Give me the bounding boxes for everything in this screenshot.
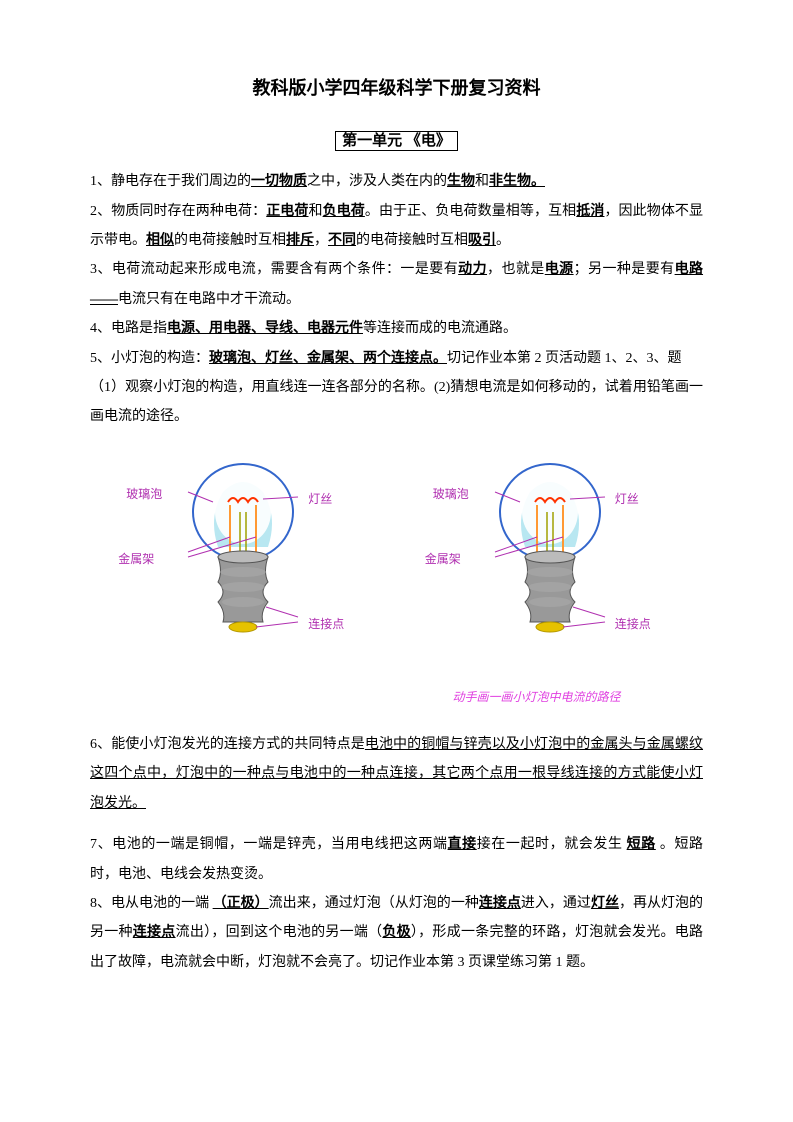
p8-t5: 流出），回到这个电池的另一端（: [176, 925, 383, 940]
p2-num: 2、: [90, 204, 111, 219]
p3-t1: 电荷流动起来形成电流，需要含有两个条件：一是要有: [112, 262, 458, 277]
p1-t1: 静电存在于我们周边的: [111, 174, 251, 189]
p2-t7: 的电荷接触时互相: [356, 233, 468, 248]
label-contact-l: 连接点: [308, 612, 344, 637]
p3-t4: 电流只有在电路中才干流动。: [118, 292, 300, 307]
p2-k2: 负电荷: [323, 204, 365, 219]
document-page: 教科版小学四年级科学下册复习资料 第一单元 《电》 1、静电存在于我们周边的一切…: [0, 0, 793, 1017]
label-frame-l: 金属架: [118, 547, 154, 572]
p2-k4: 相似: [146, 233, 174, 248]
bulb-svg-left: [168, 457, 318, 657]
p2-t5: 的电荷接触时互相: [174, 233, 286, 248]
p7-t2: 接在一起时，就会发生: [477, 837, 627, 852]
p1-k2: 生物: [447, 174, 475, 189]
p2-t1: 物质同时存在两种电荷：: [111, 204, 266, 219]
p8-t2: 流出来，通过灯泡（从灯泡的一种: [269, 896, 479, 911]
p2-k6: 不同: [328, 233, 356, 248]
p4-t1: 电路是指: [111, 321, 167, 336]
p8-num: 8、: [90, 896, 111, 911]
p7-t1: 电池的一端是铜帽，一端是锌壳，当用电线把这两端: [112, 837, 447, 852]
paragraph-3: 3、电荷流动起来形成电流，需要含有两个条件：一是要有动力，也就是电源；另一种是要…: [90, 255, 703, 314]
p5-k1: 玻璃泡、灯丝、金属架、两个连接点。: [209, 351, 447, 366]
diagram-caption: 动手画一画小灯泡中电流的路径: [90, 685, 703, 710]
label-contact-r: 连接点: [615, 612, 651, 637]
p2-t3: 。由于正、负电荷数量相等，互相: [365, 204, 576, 219]
p5-t1: 小灯泡的构造：: [111, 351, 209, 366]
p3-t2: ，也就是: [487, 262, 545, 277]
paragraph-1: 1、静电存在于我们周边的一切物质之中，涉及人类在内的生物和非生物。: [90, 167, 703, 196]
p1-k1: 一切物质: [251, 174, 307, 189]
p7-k1: 直接: [448, 837, 477, 852]
p8-k4: 连接点: [133, 925, 176, 940]
bulb-diagram-row: 玻璃泡 灯丝 金属架 连接点: [90, 457, 703, 677]
p3-num: 3、: [90, 262, 112, 277]
p8-k3: 灯丝: [591, 896, 619, 911]
p1-num: 1、: [90, 174, 111, 189]
label-glass-r: 玻璃泡: [433, 482, 469, 507]
p1-t2: 之中，涉及人类在内的: [307, 174, 447, 189]
p4-k1: 电源、用电器、导线、电器元件: [167, 321, 363, 336]
paragraph-5: 5、小灯泡的构造：玻璃泡、灯丝、金属架、两个连接点。切记作业本第 2 页活动题 …: [90, 344, 703, 373]
p8-t1: 电从电池的一端: [111, 896, 213, 911]
paragraph-7: 7、电池的一端是铜帽，一端是锌壳，当用电线把这两端直接接在一起时，就会发生 短路…: [90, 830, 703, 889]
p2-k1: 正电荷: [266, 204, 308, 219]
p5-num: 5、: [90, 351, 111, 366]
paragraph-6: 6、能使小灯泡发光的连接方式的共同特点是电池中的铜帽与锌壳以及小灯泡中的金属头与…: [90, 730, 703, 818]
p3-k2: 电源: [545, 262, 574, 277]
bulb-svg-right: [475, 457, 625, 657]
p5-t2: 切记作业本第 2 页活动题 1、2、3、题: [447, 351, 682, 366]
p2-k3: 抵消: [576, 204, 604, 219]
p6-t1: 能使小灯泡发光的连接方式的共同特点是: [111, 737, 365, 752]
bulb-diagram-left: 玻璃泡 灯丝 金属架 连接点: [108, 457, 378, 677]
label-filament-l: 灯丝: [308, 487, 332, 512]
bulb-diagram-right: 玻璃泡 灯丝 金属架 连接点: [415, 457, 685, 677]
p1-k3: 非生物。: [489, 174, 545, 189]
unit-subtitle: 第一单元 《电》: [90, 126, 703, 158]
unit-subtitle-text: 第一单元 《电》: [335, 131, 458, 151]
p4-num: 4、: [90, 321, 111, 336]
p2-t6: ，: [314, 233, 328, 248]
p6-num: 6、: [90, 737, 111, 752]
p2-t2: 和: [309, 204, 323, 219]
p4-t2: 等连接而成的电流通路。: [363, 321, 517, 336]
page-title: 教科版小学四年级科学下册复习资料: [90, 70, 703, 108]
p8-t3: 进入，通过: [521, 896, 591, 911]
label-frame-r: 金属架: [425, 547, 461, 572]
p2-t8: 。: [496, 233, 510, 248]
p2-k7: 吸引: [468, 233, 496, 248]
p8-k2: 连接点: [479, 896, 521, 911]
p8-k5: 负极: [382, 925, 411, 940]
p2-k5: 排斥: [286, 233, 314, 248]
p3-t3: ；另一种是要有: [574, 262, 675, 277]
p3-k1: 动力: [458, 262, 487, 277]
paragraph-2: 2、物质同时存在两种电荷：正电荷和负电荷。由于正、负电荷数量相等，互相抵消，因此…: [90, 197, 703, 256]
paragraph-8: 8、电从电池的一端 （正极）流出来，通过灯泡（从灯泡的一种连接点进入，通过灯丝，…: [90, 889, 703, 977]
p1-t3: 和: [475, 174, 489, 189]
label-filament-r: 灯丝: [615, 487, 639, 512]
label-glass-l: 玻璃泡: [126, 482, 162, 507]
p8-k1: （正极）: [213, 896, 269, 911]
paragraph-4: 4、电路是指电源、用电器、导线、电器元件等连接而成的电流通路。: [90, 314, 703, 343]
p7-k2: 短路: [627, 837, 656, 852]
paragraph-5b: （1）观察小灯泡的构造，用直线连一连各部分的名称。(2)猜想电流是如何移动的，试…: [90, 373, 703, 432]
p7-num: 7、: [90, 837, 112, 852]
